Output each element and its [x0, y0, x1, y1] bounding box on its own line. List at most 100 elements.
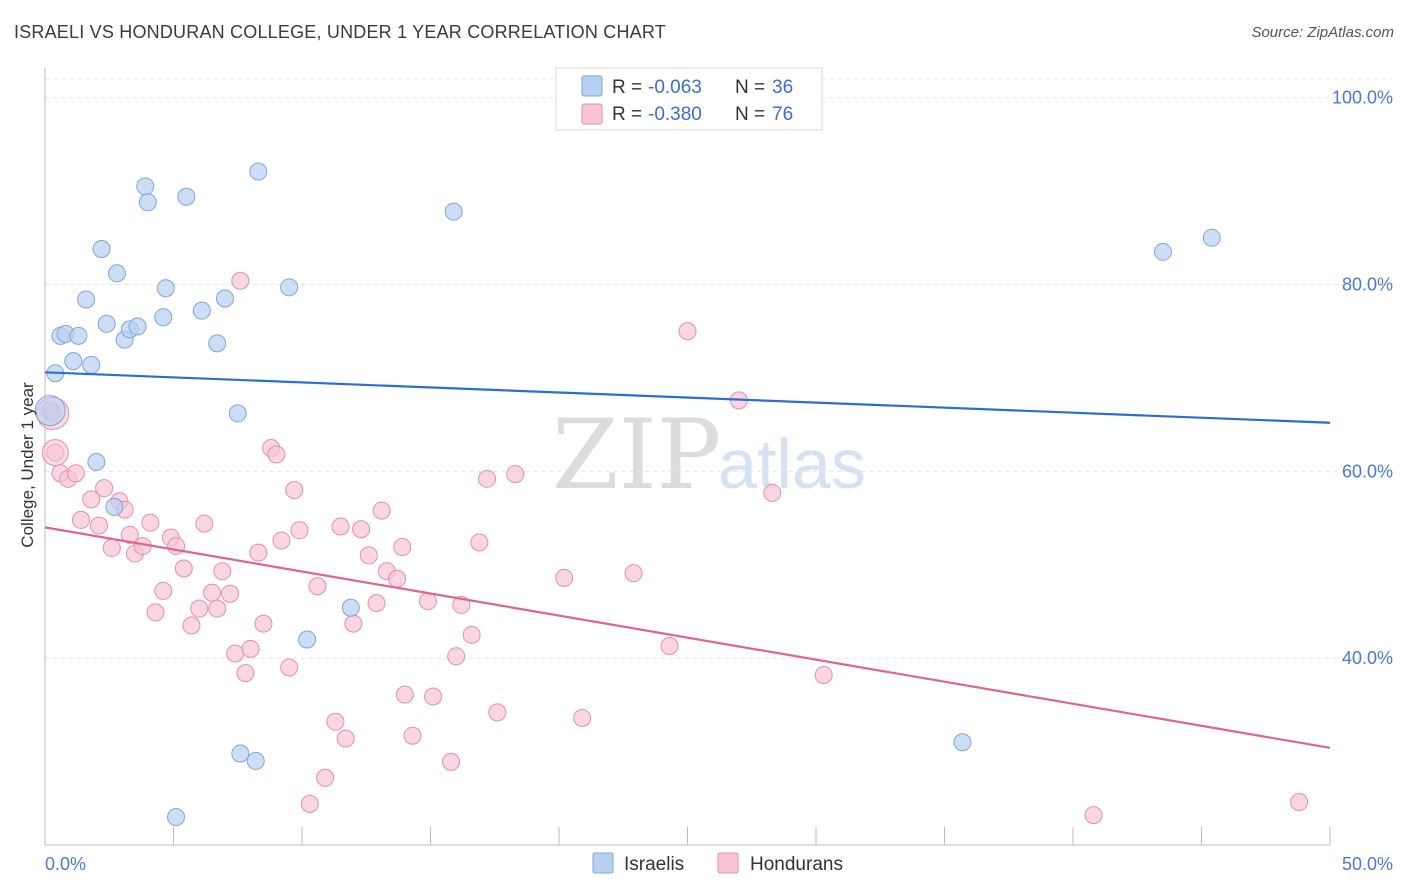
honduran-point — [424, 687, 443, 706]
honduran-point — [359, 546, 378, 565]
honduran-point — [462, 625, 481, 644]
honduran-point — [102, 538, 121, 557]
israeli-point — [249, 162, 268, 181]
honduran-point — [388, 569, 407, 588]
chart-title: ISRAELI VS HONDURAN COLLEGE, UNDER 1 YEA… — [14, 22, 666, 42]
israeli-point — [246, 751, 265, 770]
honduran-point — [331, 517, 350, 536]
israeli-point — [231, 744, 250, 763]
israeli-point — [1202, 228, 1221, 247]
israeli-point — [156, 279, 175, 298]
israelis-n-label: N = — [735, 77, 765, 98]
honduran-point — [308, 577, 327, 596]
honduran-point — [506, 465, 525, 484]
honduran-point — [236, 664, 255, 683]
israelis-r-label: R = — [612, 77, 642, 98]
honduran-point — [241, 639, 260, 658]
israelis-swatch — [581, 75, 603, 97]
israelis-r-value: -0.063 — [648, 77, 702, 98]
honduran-point — [174, 559, 193, 578]
y-tick-label: 80.0% — [1342, 275, 1393, 295]
israeli-point — [82, 355, 101, 374]
series-legend: Israelis Hondurans — [592, 852, 843, 875]
honduran-point — [267, 445, 286, 464]
honduran-point — [624, 564, 643, 583]
y-tick-label: 60.0% — [1342, 461, 1393, 481]
hondurans-trend-line — [44, 526, 1331, 749]
honduran-point — [447, 647, 466, 666]
honduran-point — [82, 490, 101, 509]
honduran-point — [470, 533, 489, 552]
x-tick-label-min: 0.0% — [45, 854, 86, 874]
israelis-trend-line — [44, 371, 1331, 424]
israeli-point — [105, 497, 124, 516]
legend-israelis-label: Israelis — [624, 854, 684, 875]
trend-lines — [44, 371, 1331, 749]
israeli-point — [444, 202, 463, 221]
honduran-point — [660, 637, 679, 656]
honduran-point — [120, 525, 139, 544]
y-tick-label: 40.0% — [1342, 648, 1393, 668]
israeli-point — [77, 290, 96, 309]
honduran-point — [231, 271, 250, 290]
source-credit: Source: ZipAtlas.com — [1251, 24, 1394, 41]
israeli-point — [167, 807, 186, 826]
israeli-point — [138, 193, 157, 212]
hondurans-n-label: N = — [735, 104, 765, 125]
watermark-atlas: atlas — [718, 425, 866, 503]
x-tick-label-max: 50.0% — [1342, 854, 1393, 874]
honduran-point — [352, 520, 371, 539]
honduran-point — [208, 599, 227, 618]
data-points — [34, 162, 1309, 826]
honduran-point — [403, 726, 422, 745]
honduran-point — [555, 568, 574, 587]
israeli-point — [280, 278, 299, 297]
honduran-point — [452, 595, 471, 614]
israeli-point — [136, 177, 155, 196]
stats-legend: R = -0.063 N = 36 R = -0.380 N = 76 — [555, 67, 823, 131]
honduran-point — [814, 665, 833, 684]
honduran-point — [154, 581, 173, 600]
honduran-point — [66, 464, 85, 483]
honduran-point — [285, 481, 304, 500]
honduran-point — [71, 510, 90, 529]
israeli-point — [128, 317, 147, 336]
israeli-point — [64, 352, 83, 371]
honduran-point — [442, 752, 461, 771]
honduran-point — [141, 513, 160, 532]
honduran-point — [344, 614, 363, 633]
honduran-point-large — [41, 439, 69, 467]
honduran-point — [678, 322, 697, 341]
grid-lines — [45, 78, 1392, 659]
honduran-point — [316, 768, 335, 787]
honduran-point — [254, 614, 273, 633]
israeli-point — [228, 404, 247, 423]
hondurans-r-label: R = — [612, 104, 642, 125]
israeli-point — [92, 240, 111, 259]
honduran-point — [146, 603, 165, 622]
honduran-point — [280, 658, 299, 677]
axes: 40.0% 60.0% 80.0% 100.0% 0.0% 50.0% — [44, 68, 1393, 874]
legend-hondurans-label: Hondurans — [750, 854, 843, 875]
honduran-point — [290, 521, 309, 540]
israeli-point — [192, 301, 211, 320]
honduran-point — [226, 644, 245, 663]
israeli-point — [208, 334, 227, 353]
honduran-point — [336, 729, 355, 748]
honduran-point — [393, 538, 412, 557]
israelis-n-value: 36 — [772, 77, 793, 98]
honduran-point — [249, 543, 268, 562]
israeli-point-cluster — [34, 395, 66, 427]
israeli-point — [341, 598, 360, 617]
honduran-point — [763, 483, 782, 502]
legend-israelis-swatch — [592, 852, 614, 874]
honduran-point — [221, 584, 240, 603]
honduran-point — [300, 794, 319, 813]
watermark-zip: ZIP — [552, 399, 721, 511]
honduran-point — [213, 562, 232, 581]
israeli-point — [215, 289, 234, 308]
honduran-point — [1084, 806, 1103, 825]
honduran-point — [573, 708, 592, 727]
honduran-point — [478, 469, 497, 488]
